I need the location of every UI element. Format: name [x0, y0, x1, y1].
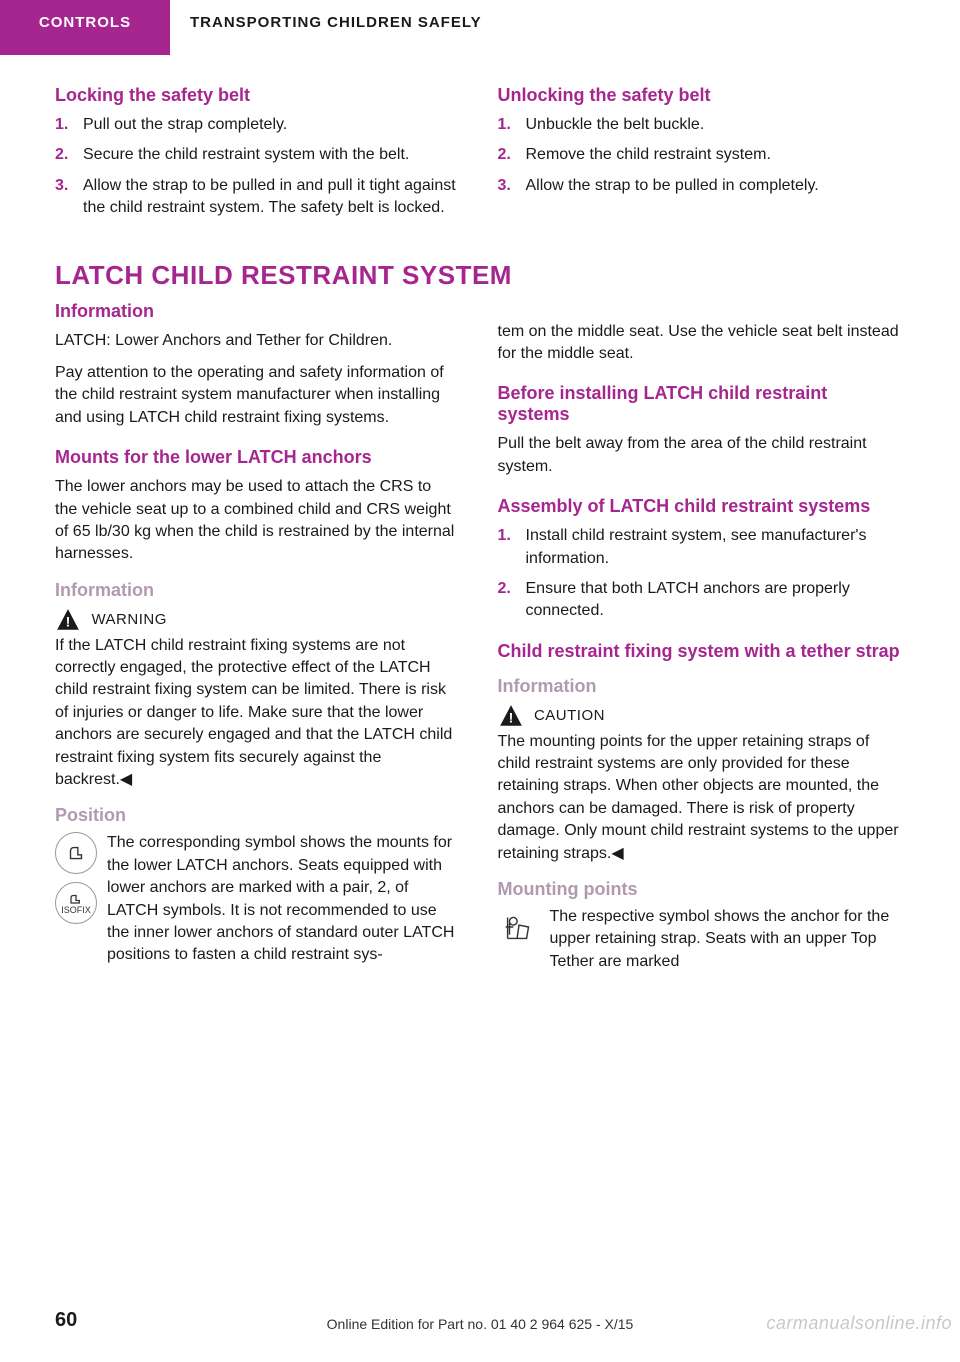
continued-text: tem on the middle seat. Use the vehicle …	[498, 321, 901, 366]
top-left-col: Locking the safety belt Pull out the str…	[55, 85, 458, 228]
unlocking-heading: Unlocking the safety belt	[498, 85, 901, 106]
header: CONTROLS TRANSPORTING CHILDREN SAFELY	[0, 0, 960, 55]
caution-label: CAUTION	[534, 705, 605, 726]
right-col: tem on the middle seat. Use the vehicle …	[498, 301, 901, 974]
isofix-label: ISOFIX	[61, 905, 91, 915]
body-text: LATCH: Lower Anchors and Tether for Chil…	[55, 330, 458, 352]
caution-icon: !	[498, 703, 524, 729]
main-content-row: Information LATCH: Lower Anchors and Tet…	[0, 301, 960, 974]
watermark: carmanualsonline.info	[766, 1313, 952, 1334]
latch-main-heading: LATCH CHILD RESTRAINT SYSTEM	[55, 260, 960, 291]
chapter-title: TRANSPORTING CHILDREN SAFELY	[170, 0, 482, 31]
top-content-row: Locking the safety belt Pull out the str…	[0, 55, 960, 228]
list-item: Install child restraint system, see manu…	[498, 525, 901, 570]
mounts-heading: Mounts for the lower LATCH anchors	[55, 447, 458, 468]
top-right-col: Unlocking the safety belt Unbuckle the b…	[498, 85, 901, 228]
position-heading: Position	[55, 805, 458, 826]
information-subheading: Information	[498, 676, 901, 697]
locking-list: Pull out the strap completely. Secure th…	[55, 114, 458, 220]
controls-tab: CONTROLS	[0, 0, 170, 55]
assembly-heading: Assembly of LATCH child restraint system…	[498, 496, 901, 517]
position-block: ISOFIX The corresponding symbol shows th…	[55, 832, 458, 966]
list-item: Ensure that both LATCH anchors are prope…	[498, 578, 901, 623]
left-col: Information LATCH: Lower Anchors and Tet…	[55, 301, 458, 974]
mounting-points-heading: Mounting points	[498, 879, 901, 900]
information-subheading: Information	[55, 580, 458, 601]
list-item: Allow the strap to be pulled in and pull…	[55, 175, 458, 220]
assembly-list: Install child restraint system, see manu…	[498, 525, 901, 623]
list-item: Allow the strap to be pulled in complete…	[498, 175, 901, 197]
warning-icon: !	[55, 607, 81, 633]
svg-text:!: !	[66, 613, 71, 629]
warning-text: If the LATCH child restraint fixing syst…	[55, 635, 458, 792]
locking-heading: Locking the safety belt	[55, 85, 458, 106]
list-item: Secure the child restraint system with t…	[55, 144, 458, 166]
body-text: Pay attention to the operating and safet…	[55, 362, 458, 429]
isofix-icon: ISOFIX	[55, 882, 97, 924]
latch-seat-icon	[55, 832, 97, 874]
caution-text: The mounting points for the upper retain…	[498, 731, 901, 865]
body-text: Pull the belt away from the area of the …	[498, 433, 901, 478]
mounting-block: The respective symbol shows the anchor f…	[498, 906, 901, 973]
information-heading: Information	[55, 301, 458, 322]
tether-heading: Child restraint fixing system with a tet…	[498, 641, 901, 662]
list-item: Unbuckle the belt buckle.	[498, 114, 901, 136]
before-installing-heading: Before installing LATCH child restraint …	[498, 383, 901, 425]
tether-anchor-icon	[498, 906, 540, 948]
unlocking-list: Unbuckle the belt buckle. Remove the chi…	[498, 114, 901, 197]
list-item: Pull out the strap completely.	[55, 114, 458, 136]
icon-stack: ISOFIX	[55, 832, 97, 966]
body-text: The lower anchors may be used to attach …	[55, 476, 458, 566]
svg-text:!: !	[508, 709, 513, 725]
list-item: Remove the child restraint system.	[498, 144, 901, 166]
warning-block: ! WARNING If the LATCH child restraint f…	[55, 607, 458, 792]
warning-label: WARNING	[91, 609, 166, 630]
caution-block: ! CAUTION The mounting points for the up…	[498, 703, 901, 865]
position-text: The corresponding symbol shows the mount…	[107, 832, 458, 966]
mounting-text: The respective symbol shows the anchor f…	[550, 906, 901, 973]
